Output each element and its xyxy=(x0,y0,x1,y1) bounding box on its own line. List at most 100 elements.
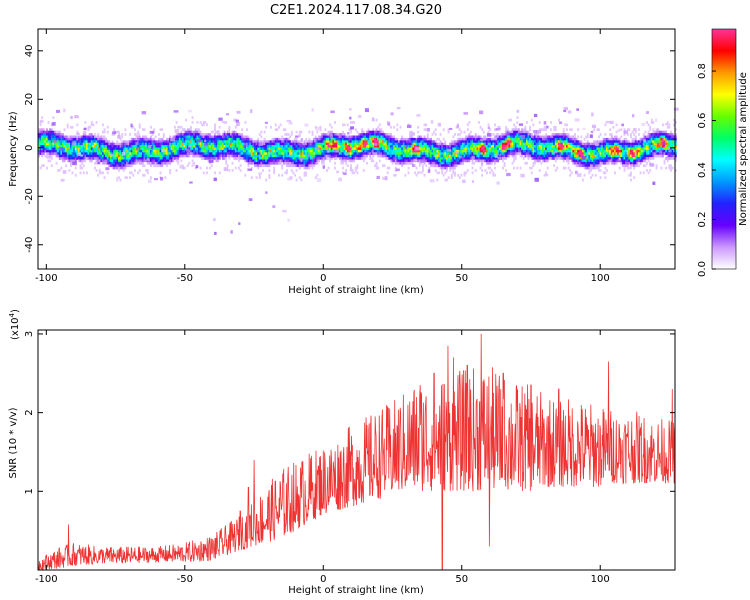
spectrogram-cell xyxy=(142,159,144,163)
spectrogram-cell xyxy=(242,147,245,151)
spectrogram-cell xyxy=(334,121,336,124)
spectrogram-cell xyxy=(154,145,157,148)
spectrogram-cell xyxy=(618,140,621,143)
spectrogram-cell xyxy=(254,161,256,165)
spectrogram-cell xyxy=(39,142,42,146)
spectrogram-cell xyxy=(572,142,575,146)
spectrogram-cell xyxy=(129,176,132,179)
spectrogram-cell xyxy=(158,147,160,151)
spectrogram-cell xyxy=(575,140,578,143)
spectrogram-cell xyxy=(396,145,399,148)
spectrogram-cell xyxy=(506,137,509,141)
spectrogram-cell xyxy=(404,147,407,151)
spectrogram-cell xyxy=(335,152,338,155)
spectrogram-cell xyxy=(452,142,455,146)
spectrogram-cell xyxy=(222,145,224,148)
spectrogram-cell xyxy=(343,154,346,158)
spectrogram-cell xyxy=(342,130,344,134)
spectrogram-cell xyxy=(196,137,199,141)
spectrogram-cell xyxy=(41,135,44,139)
spectrogram-cell xyxy=(478,149,480,153)
spectrogram-cell xyxy=(665,140,668,143)
spectrogram-cell xyxy=(74,154,77,158)
spectrogram-cell xyxy=(585,149,588,153)
spectrogram-cell xyxy=(348,128,351,131)
spectrogram-cell xyxy=(282,159,285,163)
spectrogram-cell xyxy=(65,149,68,153)
spectrogram-cell xyxy=(479,135,482,139)
spectrogram-cell xyxy=(420,152,423,155)
spectrogram-cell xyxy=(598,145,600,148)
spectrogram-cell xyxy=(550,157,552,160)
spectrogram-cell xyxy=(518,128,520,131)
spectrogram-cell xyxy=(126,147,128,151)
spectrogram-cell xyxy=(268,142,271,146)
spectrogram-cell xyxy=(102,171,104,175)
spectrogram-cell xyxy=(649,142,652,146)
spectrogram-cell xyxy=(630,154,632,158)
spectrogram-cell xyxy=(441,171,444,175)
spectrogram-cell xyxy=(332,135,335,139)
spectrogram-cell xyxy=(601,140,604,143)
spectrogram-cell xyxy=(151,157,154,160)
spectrogram-cell xyxy=(297,154,300,158)
spectrogram-cell xyxy=(162,147,165,151)
spectrogram-cell xyxy=(76,130,79,134)
spectrogram-cell xyxy=(142,142,144,146)
spectrogram-cell xyxy=(652,152,655,155)
spectrogram-cell xyxy=(391,161,394,165)
spectrogram-cell xyxy=(442,128,445,131)
spectrogram-cell xyxy=(102,161,104,165)
spectrogram-cell xyxy=(530,135,533,139)
spectrogram-cell xyxy=(631,142,634,146)
spectrogram-cell xyxy=(102,149,104,153)
spectrogram-cell xyxy=(425,137,428,141)
spectrogram-cell xyxy=(194,149,197,153)
spectrogram-cell xyxy=(129,152,132,155)
spectrogram-cell xyxy=(281,135,284,139)
spectrogram-cell xyxy=(655,130,658,134)
spectrogram-cell xyxy=(193,137,196,141)
spectrogram-cell xyxy=(297,145,300,148)
spectrogram-cell xyxy=(143,137,146,141)
spectrogram-cell xyxy=(54,149,56,153)
spectrogram-cell xyxy=(70,137,72,141)
spectrogram-cell xyxy=(516,121,519,124)
spectrogram-cell xyxy=(276,154,279,158)
spectrogram-cell xyxy=(604,157,607,160)
spectrogram-cell xyxy=(226,145,229,148)
spectrogram-cell xyxy=(401,140,404,143)
spectrogram-cell xyxy=(460,157,463,160)
spectrogram-cell xyxy=(170,145,173,148)
spectrogram-cell xyxy=(401,145,404,148)
spectrogram-cell xyxy=(41,164,44,167)
spectrogram-cell xyxy=(623,133,626,136)
spectrogram-cell xyxy=(190,147,192,151)
spectrogram-cell xyxy=(578,164,581,167)
spectrogram-cell xyxy=(599,149,602,153)
spectrogram-cell xyxy=(153,145,156,148)
spectrogram-cell xyxy=(246,140,248,143)
spectrogram-cell xyxy=(258,164,261,167)
spectrogram-cell xyxy=(105,149,108,153)
spectrogram-cell xyxy=(550,154,552,158)
spectrogram-cell xyxy=(604,171,607,175)
spectrogram-cell xyxy=(70,154,72,158)
spectrogram-cell xyxy=(81,145,84,148)
spectrogram-cell xyxy=(567,137,570,141)
spectrogram-cell xyxy=(318,157,320,160)
spectrogram-cell xyxy=(514,149,517,153)
spectrogram-cell xyxy=(146,152,149,155)
spectrogram-cell xyxy=(210,154,213,158)
spectrogram-cell xyxy=(458,133,461,136)
spectrogram-cell xyxy=(548,140,551,143)
spectrogram-cell xyxy=(612,157,615,160)
spectrogram-cell xyxy=(338,137,341,141)
spectrogram-cell xyxy=(287,157,290,160)
spectrogram-cell xyxy=(372,145,375,148)
spectrogram-cell xyxy=(346,145,349,148)
spectrogram-cell xyxy=(78,145,80,148)
spectrogram-cell xyxy=(460,147,463,151)
spectrogram-cell xyxy=(89,147,92,151)
spectrogram-cell xyxy=(626,142,629,146)
